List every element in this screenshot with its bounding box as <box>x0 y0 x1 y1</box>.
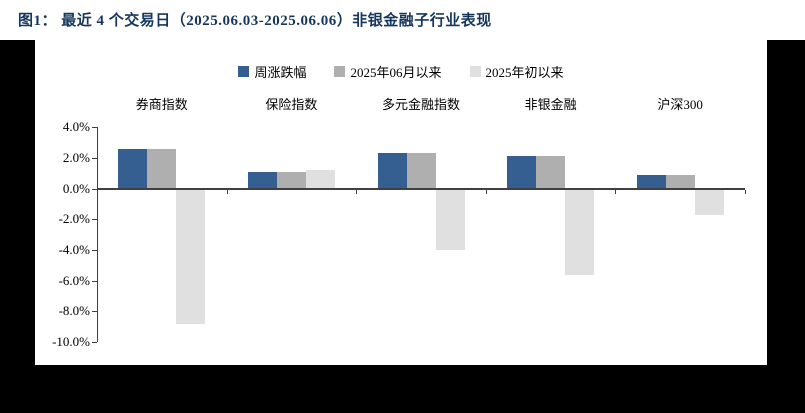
y-axis-tick-label: -6.0% <box>58 272 90 288</box>
x-axis-tick <box>226 189 228 194</box>
category-label: 券商指数 <box>135 97 188 112</box>
y-axis-tick <box>92 127 97 129</box>
legend-swatch-icon <box>469 66 481 77</box>
title-strip: 图1： 最近 4 个交易日（2025.06.03-2025.06.06）非银金融… <box>0 0 805 40</box>
x-axis-tick <box>745 189 746 194</box>
bar-ytd <box>694 188 724 215</box>
bar-week <box>636 174 666 189</box>
bar-week <box>377 153 407 189</box>
y-axis-tick-label: -8.0% <box>58 303 90 319</box>
bar-week <box>247 171 277 189</box>
y-axis-tick-label: 2.0% <box>62 149 90 165</box>
y-axis-tick <box>92 280 97 282</box>
legend-item: 2025年初以来 <box>469 62 564 81</box>
bar-ytd <box>565 188 595 275</box>
y-axis-line <box>97 127 98 343</box>
chart-plot-area: 4.0% 2.0% 0.0% -2.0% -4.0% -6.0% -8.0% -10.0% 券商… <box>35 40 767 365</box>
x-axis-tick <box>485 189 487 194</box>
figure-title: 图1： 最近 4 个交易日（2025.06.03-2025.06.06）非银金融… <box>18 13 492 29</box>
y-axis-tick <box>92 188 97 190</box>
category-label: 保险指数 <box>265 97 318 112</box>
x-axis-zero-line <box>97 187 745 190</box>
y-axis-tick-label: -2.0% <box>58 211 90 227</box>
legend-label: 周涨跌幅 <box>254 65 307 80</box>
bar-june <box>406 153 436 189</box>
y-axis-tick-label: 0.0% <box>62 180 90 196</box>
bar-ytd <box>176 188 206 324</box>
bar-ytd <box>305 170 335 189</box>
bar-week <box>118 148 148 189</box>
y-axis-tick <box>92 157 97 159</box>
legend-swatch-icon <box>238 66 250 77</box>
bar-ytd <box>435 188 465 250</box>
y-axis-tick-label: -4.0% <box>58 241 90 257</box>
bar-week <box>507 156 537 189</box>
bar-june <box>536 156 566 189</box>
x-axis-tick <box>615 189 617 194</box>
legend-swatch-icon <box>334 66 346 77</box>
bar-june <box>147 148 177 189</box>
chart-legend: 周涨跌幅 2025年06月以来 2025年初以来 <box>35 62 767 81</box>
y-axis-tick-label: -10.0% <box>52 334 90 350</box>
category-label: 沪深300 <box>657 97 703 112</box>
legend-item: 2025年06月以来 <box>334 62 442 81</box>
y-axis-tick-label: 4.0% <box>62 119 90 135</box>
category-label: 非银金融 <box>524 97 577 112</box>
y-axis-tick <box>92 342 97 344</box>
bar-june <box>276 171 306 189</box>
chart-card: 周涨跌幅 2025年06月以来 2025年初以来 4.0% 2.0% 0.0% -2.0%… <box>35 40 767 365</box>
legend-label: 2025年初以来 <box>485 65 564 80</box>
y-axis-tick <box>92 219 97 221</box>
category-label: 多元金融指数 <box>381 97 460 112</box>
x-axis-tick <box>356 189 358 194</box>
y-axis-tick <box>92 311 97 313</box>
bar-june <box>665 174 695 189</box>
legend-label: 2025年06月以来 <box>350 65 442 80</box>
y-axis-tick <box>92 249 97 251</box>
legend-item: 周涨跌幅 <box>238 62 306 81</box>
